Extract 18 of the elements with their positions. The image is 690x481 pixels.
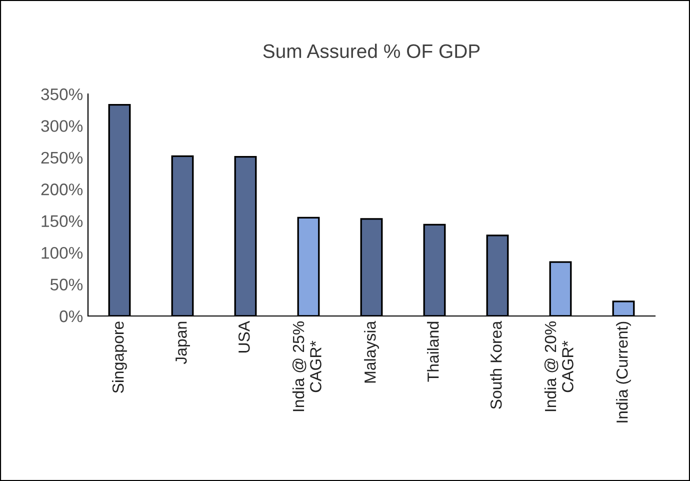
y-tick-label: 100% bbox=[42, 246, 83, 259]
x-tick-label: USA bbox=[238, 320, 250, 352]
y-tick-label: 250% bbox=[41, 152, 83, 164]
x-tick-label: Malaysia bbox=[364, 320, 379, 383]
x-tick-label: Singapore bbox=[112, 322, 127, 393]
y-tick-label: 50% bbox=[50, 278, 83, 290]
x-tick-label: India (Current) bbox=[616, 322, 631, 422]
y-tick-label: 0% bbox=[60, 310, 83, 322]
y-tick-label: 200% bbox=[41, 184, 83, 196]
x-tick-label: South Korea bbox=[490, 320, 502, 409]
x-tick-label: India @ 20% CAGR* bbox=[544, 321, 574, 412]
x-tick-label: Japan bbox=[176, 322, 190, 364]
x-tick-label: Thailand bbox=[427, 322, 439, 382]
chart-title: Sum Assured % OF GDP bbox=[263, 44, 480, 58]
x-tick-label: India @ 25% CAGR* bbox=[292, 321, 322, 412]
y-tick-label: 150% bbox=[42, 215, 83, 228]
y-tick-label: 350% bbox=[41, 88, 83, 100]
y-tick-label: 300% bbox=[41, 120, 83, 132]
